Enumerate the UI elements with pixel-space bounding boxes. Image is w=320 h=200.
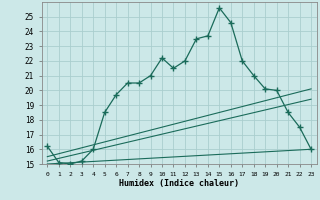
X-axis label: Humidex (Indice chaleur): Humidex (Indice chaleur) xyxy=(119,179,239,188)
